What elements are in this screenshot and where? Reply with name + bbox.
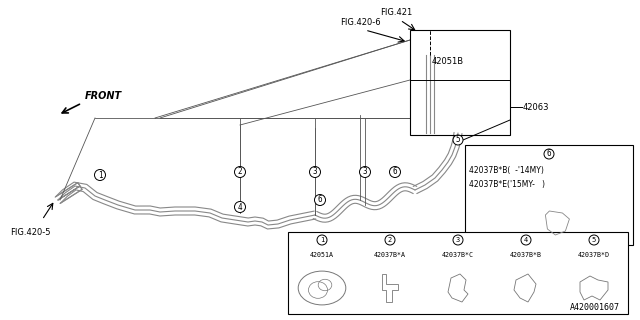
Bar xyxy=(288,232,628,314)
Text: FIG.421: FIG.421 xyxy=(380,8,412,17)
Circle shape xyxy=(234,202,246,212)
Text: 1: 1 xyxy=(98,171,102,180)
Text: 3: 3 xyxy=(313,167,317,177)
Text: 6: 6 xyxy=(317,196,323,204)
Text: 42051B: 42051B xyxy=(432,57,464,66)
Circle shape xyxy=(234,166,246,178)
Text: 42063: 42063 xyxy=(523,102,550,111)
Text: 4: 4 xyxy=(237,203,243,212)
Bar xyxy=(465,145,633,245)
Circle shape xyxy=(589,235,599,245)
Text: 42037B*C: 42037B*C xyxy=(442,252,474,258)
Text: 5: 5 xyxy=(592,237,596,243)
Text: 3: 3 xyxy=(456,237,460,243)
Circle shape xyxy=(360,166,371,178)
Circle shape xyxy=(317,235,327,245)
Circle shape xyxy=(521,235,531,245)
Circle shape xyxy=(385,235,395,245)
Text: 42037B*D: 42037B*D xyxy=(578,252,610,258)
Text: 3: 3 xyxy=(363,167,367,177)
Text: 42051A: 42051A xyxy=(310,252,334,258)
Text: FIG.420-5: FIG.420-5 xyxy=(10,228,51,237)
Text: 42037B*A: 42037B*A xyxy=(374,252,406,258)
Circle shape xyxy=(314,195,326,205)
Bar xyxy=(410,30,510,135)
Text: 42037B*B(  -'14MY): 42037B*B( -'14MY) xyxy=(469,166,544,175)
Text: 4: 4 xyxy=(524,237,528,243)
Text: 2: 2 xyxy=(388,237,392,243)
Text: FRONT: FRONT xyxy=(85,91,122,101)
Circle shape xyxy=(453,135,463,145)
Text: A420001607: A420001607 xyxy=(570,303,620,312)
Text: 2: 2 xyxy=(237,167,243,177)
Circle shape xyxy=(310,166,321,178)
Circle shape xyxy=(544,149,554,159)
Text: 1: 1 xyxy=(320,237,324,243)
Text: 42037B*B: 42037B*B xyxy=(510,252,542,258)
Circle shape xyxy=(453,235,463,245)
Circle shape xyxy=(95,170,106,180)
Text: 42037B*E('15MY-   ): 42037B*E('15MY- ) xyxy=(469,180,545,189)
Text: FIG.420-6: FIG.420-6 xyxy=(340,18,380,27)
Text: 5: 5 xyxy=(456,135,460,145)
Circle shape xyxy=(390,166,401,178)
Text: 6: 6 xyxy=(547,149,551,158)
Text: 6: 6 xyxy=(393,167,397,177)
